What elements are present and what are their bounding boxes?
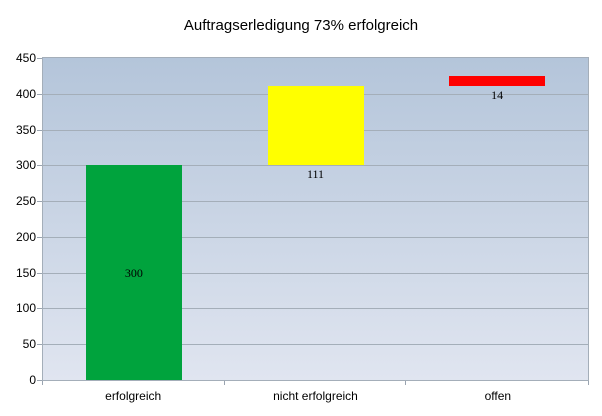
x-tick-mark-2 (405, 381, 406, 385)
category-label-nicht-erfolgreich: nicht erfolgreich (273, 389, 358, 403)
bar-offen (449, 75, 546, 86)
gridline-50 (43, 344, 588, 346)
y-tick-label-350: 350 (15, 122, 36, 137)
x-axis-labels: erfolgreich nicht erfolgreich offen (42, 389, 589, 403)
y-tick-mark-300 (37, 165, 42, 167)
plot-area: 300 111 14 (42, 57, 589, 381)
y-tick-label-400: 400 (15, 86, 36, 101)
y-tick-mark-100 (37, 308, 42, 310)
y-tick-mark-200 (37, 236, 42, 238)
category-label-offen: offen (484, 389, 512, 403)
y-tick-label-450: 450 (15, 51, 36, 65)
y-tick-mark-250 (37, 201, 42, 203)
y-tick-label-250: 250 (15, 194, 36, 209)
y-tick-mark-350 (37, 129, 42, 131)
y-tick-mark-400 (37, 93, 42, 95)
y-tick-label-300: 300 (15, 158, 36, 173)
bar-label-nicht-erfolgreich: 111 (306, 167, 325, 182)
category-label-erfolgreich: erfolgreich (105, 389, 162, 403)
gridline-250 (43, 201, 588, 203)
bar-label-offen: 14 (491, 87, 504, 102)
y-tick-mark-150 (37, 272, 42, 274)
y-tick-mark-50 (37, 344, 42, 346)
bar-erfolgreich (85, 165, 182, 380)
bar-nicht-erfolgreich (267, 85, 364, 166)
gridline-100 (43, 308, 588, 310)
x-tick-mark-3 (588, 381, 589, 385)
gridline-150 (43, 272, 588, 274)
y-tick-mark-450 (37, 58, 42, 59)
gridline-200 (43, 236, 588, 238)
y-tick-label-200: 200 (15, 229, 36, 244)
chart-title: Auftragserledigung 73% erfolgreich (183, 17, 419, 34)
y-tick-label-0: 0 (29, 373, 36, 387)
y-tick-label-50: 50 (22, 337, 36, 352)
gridline-300 (43, 165, 588, 167)
bar-label-erfolgreich: 300 (124, 265, 143, 280)
y-tick-mark-0 (37, 380, 42, 381)
x-tick-mark-0 (42, 381, 43, 385)
y-tick-label-150: 150 (15, 265, 36, 280)
y-tick-label-100: 100 (15, 301, 36, 316)
x-tick-mark-1 (224, 381, 225, 385)
